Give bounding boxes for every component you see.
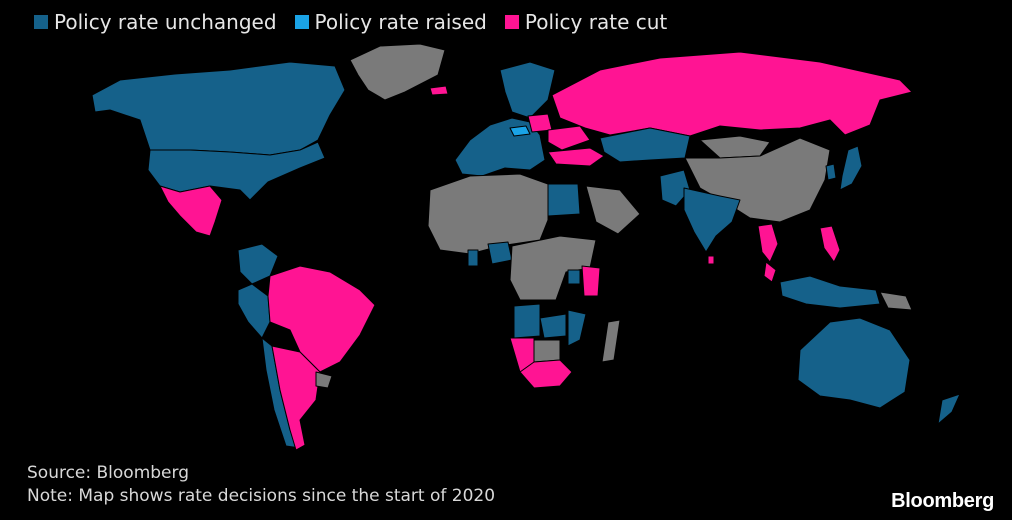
region-botswana [533,339,561,363]
region-egypt [547,183,581,217]
region-madagascar [601,319,621,363]
legend-label-raised: Policy rate raised [314,10,487,34]
region-central-africa [509,235,597,301]
region-scandinavia [499,61,556,119]
region-canada [91,61,346,156]
region-sri-lanka [707,255,715,265]
region-mozambique [567,309,587,347]
region-saudi-arabia [585,185,641,235]
region-new-zealand [937,393,961,425]
legend-label-unchanged: Policy rate unchanged [54,10,277,34]
note-text: Note: Map shows rate decisions since the… [27,486,496,506]
legend-swatch-cut [504,15,519,29]
region-peru [237,283,271,339]
region-kazakhstan [599,127,691,163]
region-japan [839,145,863,191]
region-india [683,187,741,253]
region-mexico [159,185,223,237]
legend-item-unchanged: Policy rate unchanged [34,8,277,36]
region-papua-new-guinea [879,291,913,311]
region-angola [513,303,541,339]
region-mongolia [699,135,771,159]
region-czech-republic [509,125,531,137]
legend-swatch-raised [294,15,309,29]
chart-footer: Source: Bloomberg Note: Map shows rate d… [27,462,495,508]
region-brazil [267,265,376,373]
region-uganda [567,269,581,285]
region-south-africa [519,359,573,389]
legend-label-cut: Policy rate cut [524,10,668,34]
region-nigeria [487,241,513,265]
region-pakistan [659,169,691,207]
region-zambia [539,313,567,339]
region-argentina [271,345,321,451]
region-poland [527,113,553,133]
region-ukraine [547,125,591,151]
region-ghana [467,249,479,267]
region-philippines [819,225,841,263]
region-turkey [547,147,605,167]
legend-item-cut: Policy rate cut [504,8,668,36]
region-kenya [581,265,601,297]
source-text: Source: Bloomberg [27,463,189,483]
region-uruguay [315,371,333,389]
region-iceland [429,85,449,96]
bloomberg-logo: Bloomberg [891,490,994,512]
region-russia [551,51,913,137]
map-legend: Policy rate unchanged Policy rate raised… [34,8,667,36]
legend-swatch-unchanged [34,15,48,29]
region-south-korea [825,163,837,181]
region-greenland [349,43,446,101]
region-indonesia [779,275,881,309]
region-malaysia [763,261,777,283]
region-australia [797,317,911,409]
region-thailand [757,223,779,263]
legend-item-raised: Policy rate raised [294,8,487,36]
